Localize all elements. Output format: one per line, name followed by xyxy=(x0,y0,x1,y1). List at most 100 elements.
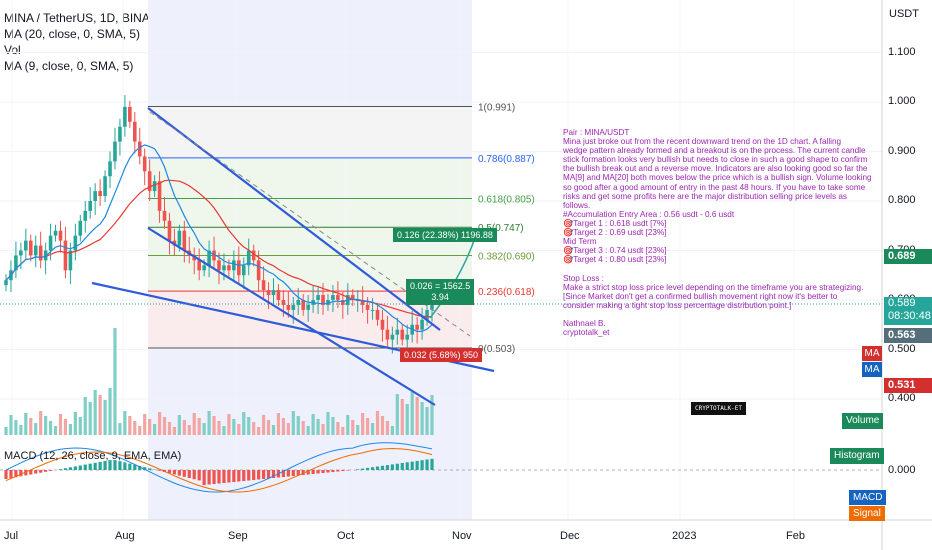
drop-measure-box[interactable]: 0.032 (5.68%) 950 xyxy=(400,348,483,362)
macd-line xyxy=(5,442,433,493)
volume-bar xyxy=(271,425,276,435)
histogram-bar xyxy=(148,468,152,470)
volume-bar xyxy=(93,390,97,435)
histogram-bar xyxy=(301,470,305,475)
low-price-tag: 0.531 xyxy=(884,378,932,393)
histogram-bar xyxy=(44,470,48,472)
note-line: #Accumulation Entry Area : 0.56 usdt - 0… xyxy=(563,209,735,219)
price-tick-label: 1.000 xyxy=(888,95,916,107)
volume-bar xyxy=(88,402,92,435)
histogram-bar xyxy=(73,466,77,470)
ma20-price-tag: 0.563 xyxy=(884,328,932,343)
histogram-bar xyxy=(4,470,8,479)
volume-bar xyxy=(103,400,107,435)
wedge-outer-trendline[interactable] xyxy=(147,227,436,406)
fib-level-label: 0.236(0.618) xyxy=(478,287,535,298)
candle-body xyxy=(251,250,256,261)
volume-bar xyxy=(48,421,53,435)
histogram-bar xyxy=(252,470,256,480)
volume-bar xyxy=(68,424,72,435)
volume-bar xyxy=(286,423,290,435)
volume-bar xyxy=(385,421,390,435)
target-measure-box[interactable]: 0.126 (22.38%) 1196.88 xyxy=(393,228,497,242)
price-tick-label: 0.500 xyxy=(888,342,916,355)
indicator-ma9-label[interactable]: MA (9, close, 0, SMA, 5) xyxy=(4,59,134,73)
volume-tag: Volume xyxy=(842,413,884,429)
candle-body xyxy=(167,220,172,241)
histogram-bar xyxy=(58,469,63,470)
histogram-bar xyxy=(182,470,186,477)
histogram-bar xyxy=(63,468,68,470)
candle-body xyxy=(33,245,38,256)
note-line: the bullish break out and a reverse move… xyxy=(563,164,868,174)
note-line: [Since Market don't get a confirmed bull… xyxy=(563,291,838,301)
candle-body xyxy=(197,260,201,271)
volume-bar xyxy=(39,411,43,435)
volume-bar xyxy=(207,411,211,435)
histogram-bar xyxy=(286,470,290,477)
symbol-title[interactable]: MINA / TetherUS, 1D, BINANCE xyxy=(4,11,176,25)
volume-bar xyxy=(242,412,246,435)
histogram-bar xyxy=(227,470,231,483)
volume-bar xyxy=(341,427,345,435)
histogram-tag: Histogram xyxy=(830,448,884,464)
volume-bar xyxy=(266,420,271,435)
volume-bar xyxy=(217,421,221,435)
candle-body xyxy=(296,300,301,305)
volume-bar xyxy=(63,419,68,435)
candle-body xyxy=(53,230,58,236)
volume-bar xyxy=(162,417,167,435)
volume-bar xyxy=(192,413,196,435)
analysis-note[interactable]: Pair : MINA/USDT Mina just broke out from… xyxy=(563,128,872,337)
volume-bar xyxy=(425,407,429,435)
candle-body xyxy=(108,161,112,177)
candle-body xyxy=(28,240,33,256)
histogram-bar xyxy=(128,463,132,470)
candle-body xyxy=(365,304,370,310)
signal-tag: Signal xyxy=(849,506,885,521)
volume-bar xyxy=(351,420,355,435)
volume-bar xyxy=(420,402,424,435)
note-line: 🎯Target 4 : 0.80 usdt [23%] xyxy=(563,255,667,265)
volume-bar xyxy=(366,418,370,435)
volume-bar xyxy=(222,426,226,435)
volume-bar xyxy=(128,416,132,435)
candle-body xyxy=(390,334,395,340)
volume-bar xyxy=(237,424,241,435)
candle-body xyxy=(128,106,132,122)
candle-body xyxy=(306,304,310,310)
histogram-bar xyxy=(281,470,285,477)
candle-body xyxy=(415,324,419,330)
candle-body xyxy=(137,141,142,157)
volume-bar xyxy=(306,426,310,435)
histogram-bar xyxy=(48,470,53,471)
last-price-tag: 0.589 08:30:48 xyxy=(884,297,932,325)
candle-body xyxy=(316,295,320,300)
time-tick-label: Aug xyxy=(115,530,135,542)
volume-bars xyxy=(4,328,434,435)
fib-level-label: 0.382(0.690) xyxy=(478,251,535,262)
note-line: 🎯Target 1 : 0.618 usdt [7%] xyxy=(563,218,667,228)
candle-body xyxy=(222,265,226,271)
candle-body xyxy=(63,240,68,271)
histogram-bar xyxy=(311,470,315,474)
macd-axis-tick: 0.000 xyxy=(888,464,916,476)
volume-bar xyxy=(261,415,266,435)
histogram-bar xyxy=(385,465,390,470)
indicator-ma20-label[interactable]: MA (20, close, 0, SMA, 5) xyxy=(4,27,141,41)
histogram-bar xyxy=(222,470,226,483)
note-line: wedge pattern already formed and a break… xyxy=(563,146,866,156)
volume-bar xyxy=(143,414,147,435)
candle-body xyxy=(420,319,424,330)
volume-bar xyxy=(73,412,77,435)
volume-bar xyxy=(301,421,305,435)
volume-bar xyxy=(405,404,409,435)
move-measure-box[interactable]: 0.026 = 1562.5 3.94 xyxy=(406,279,475,305)
candle-body xyxy=(380,319,385,330)
macd-indicator-label[interactable]: MACD (12, 26, close, 9, EMA, EMA) xyxy=(4,450,182,462)
histogram-bar xyxy=(316,470,320,474)
volume-bar xyxy=(361,413,365,435)
note-line: Pair : MINA/USDT xyxy=(563,128,630,137)
volume-bar xyxy=(212,416,216,435)
